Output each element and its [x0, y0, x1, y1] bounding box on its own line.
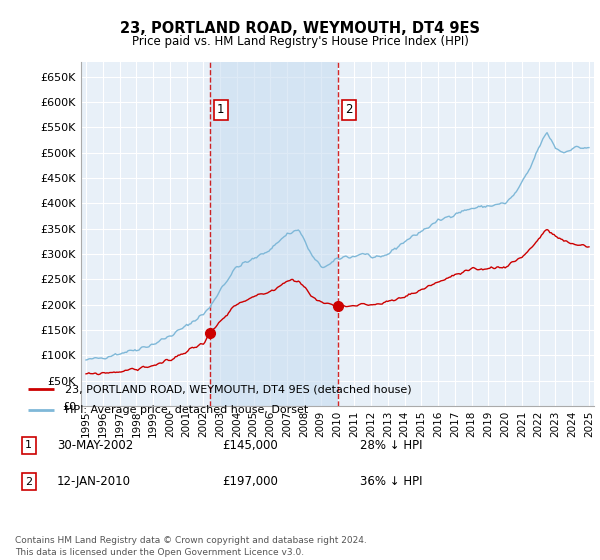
- Text: 12-JAN-2010: 12-JAN-2010: [57, 475, 131, 488]
- Text: 1: 1: [217, 103, 224, 116]
- Text: Contains HM Land Registry data © Crown copyright and database right 2024.
This d: Contains HM Land Registry data © Crown c…: [15, 536, 367, 557]
- Text: 1: 1: [25, 440, 32, 450]
- Text: 23, PORTLAND ROAD, WEYMOUTH, DT4 9ES (detached house): 23, PORTLAND ROAD, WEYMOUTH, DT4 9ES (de…: [65, 384, 411, 394]
- Text: HPI: Average price, detached house, Dorset: HPI: Average price, detached house, Dors…: [65, 405, 308, 416]
- Text: 36% ↓ HPI: 36% ↓ HPI: [360, 475, 422, 488]
- Text: 23, PORTLAND ROAD, WEYMOUTH, DT4 9ES: 23, PORTLAND ROAD, WEYMOUTH, DT4 9ES: [120, 21, 480, 36]
- Text: 2: 2: [345, 103, 352, 116]
- Text: £145,000: £145,000: [222, 438, 278, 452]
- Text: Price paid vs. HM Land Registry's House Price Index (HPI): Price paid vs. HM Land Registry's House …: [131, 35, 469, 48]
- Text: 30-MAY-2002: 30-MAY-2002: [57, 438, 133, 452]
- Text: 28% ↓ HPI: 28% ↓ HPI: [360, 438, 422, 452]
- Bar: [210, 62, 338, 406]
- Text: £197,000: £197,000: [222, 475, 278, 488]
- Text: 2: 2: [25, 477, 32, 487]
